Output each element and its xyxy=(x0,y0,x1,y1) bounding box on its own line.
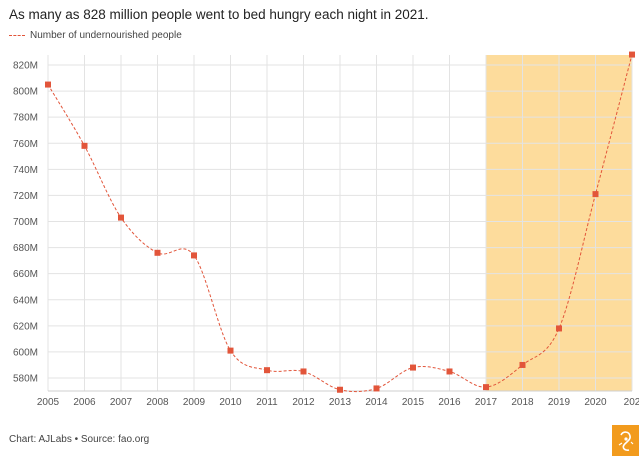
y-tick-label: 680M xyxy=(13,243,38,254)
data-point xyxy=(300,368,307,375)
y-tick-label: 640M xyxy=(13,295,38,306)
y-tick-label: 800M xyxy=(13,87,38,98)
y-tick-label: 660M xyxy=(13,269,38,280)
data-point xyxy=(227,347,234,354)
chart-legend: Number of undernourished people xyxy=(9,30,182,41)
x-tick-label: 2019 xyxy=(548,397,571,408)
y-tick-label: 700M xyxy=(13,217,38,228)
x-tick-label: 2008 xyxy=(146,397,169,408)
x-tick-label: 2011 xyxy=(256,397,278,408)
data-point xyxy=(373,385,380,392)
source-credit: Chart: AJLabs • Source: fao.org xyxy=(9,434,150,445)
data-point xyxy=(629,51,635,58)
data-point xyxy=(483,384,489,391)
x-tick-label: 2009 xyxy=(183,397,206,408)
data-point xyxy=(410,364,416,371)
x-tick-label: 2014 xyxy=(365,397,388,408)
data-point xyxy=(446,368,453,375)
y-tick-label: 760M xyxy=(13,139,38,150)
data-point xyxy=(191,252,197,259)
y-tick-label: 720M xyxy=(13,191,38,202)
x-tick-label: 2016 xyxy=(438,397,461,408)
x-tick-label: 2020 xyxy=(584,397,607,408)
data-point xyxy=(519,361,526,368)
x-tick-label: 2007 xyxy=(110,397,133,408)
data-point xyxy=(556,325,562,332)
data-point xyxy=(337,386,343,393)
x-tick-label: 2018 xyxy=(511,397,534,408)
y-tick-label: 580M xyxy=(13,374,38,385)
data-point xyxy=(81,142,88,149)
y-tick-label: 600M xyxy=(13,347,38,358)
x-tick-label: 2006 xyxy=(73,397,96,408)
data-point xyxy=(118,214,124,221)
y-tick-label: 620M xyxy=(13,321,38,332)
aljazeera-logo xyxy=(612,425,639,456)
x-tick-label: 2013 xyxy=(329,397,352,408)
legend-line-swatch xyxy=(9,35,25,36)
legend-label: Number of undernourished people xyxy=(30,30,182,41)
x-tick-label: 2015 xyxy=(402,397,425,408)
y-tick-label: 820M xyxy=(13,61,38,72)
x-tick-label: 2010 xyxy=(219,397,242,408)
x-tick-label: 2012 xyxy=(292,397,315,408)
x-tick-label: 2017 xyxy=(475,397,498,408)
data-point xyxy=(592,191,599,198)
data-point xyxy=(45,81,51,88)
data-point xyxy=(154,249,161,256)
chart-title: As many as 828 million people went to be… xyxy=(9,7,429,22)
x-tick-label: 202 xyxy=(624,397,639,408)
series-line xyxy=(47,54,633,393)
y-tick-label: 740M xyxy=(13,165,38,176)
y-tick-label: 780M xyxy=(13,113,38,124)
x-tick-label: 2005 xyxy=(37,397,60,408)
data-point xyxy=(264,367,270,374)
